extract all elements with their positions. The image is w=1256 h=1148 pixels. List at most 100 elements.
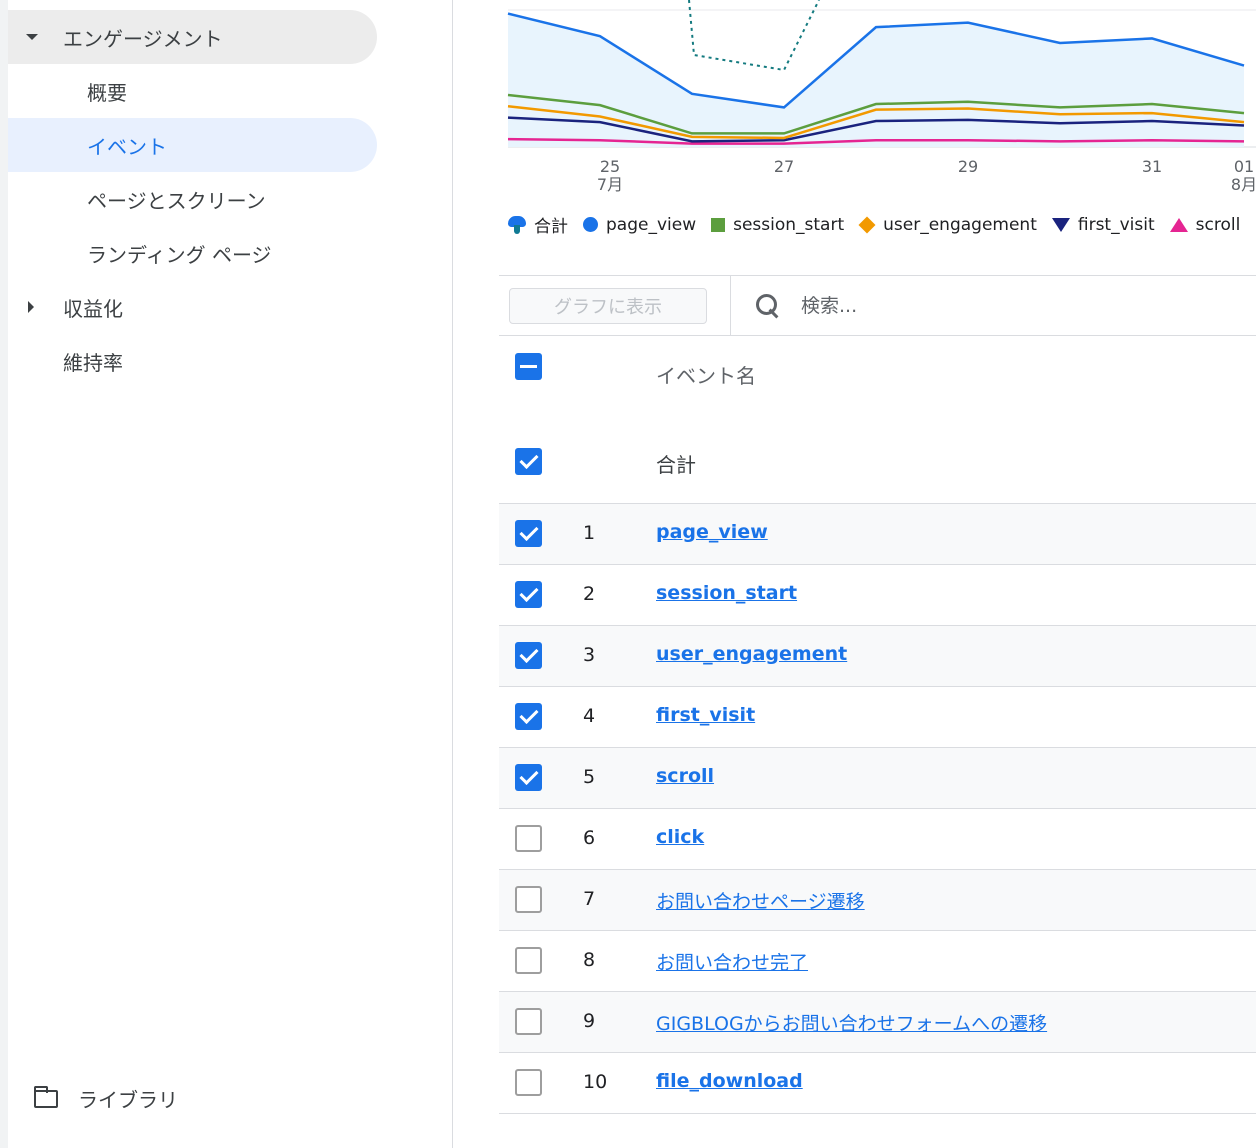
event-name-link[interactable]: scroll: [656, 765, 715, 787]
legend-marker-icon: [508, 215, 526, 234]
series-line-scroll: [507, 137, 1245, 145]
event-name-link[interactable]: GIGBLOGからお問い合わせフォームへの遷移: [656, 1013, 1048, 1035]
series-line-page-view: [507, 12, 1245, 109]
legend-triangle-up-icon: [1169, 217, 1188, 232]
folder-icon: [34, 1085, 58, 1108]
table-row: 3 user_engagement: [499, 626, 1256, 687]
legend-item-scroll[interactable]: scroll: [1169, 214, 1241, 235]
sidebar-item-label: イベント: [87, 134, 167, 159]
sidebar-group-label: 収益化: [63, 296, 123, 321]
x-tick-label: 29: [958, 157, 978, 176]
row-checkbox[interactable]: [515, 520, 542, 547]
legend-item-total[interactable]: 合計: [508, 212, 568, 237]
table-header-row: イベント名: [499, 336, 1256, 410]
row-checkbox[interactable]: [515, 947, 542, 974]
x-tick-label: 25: [600, 157, 620, 176]
caret-down-icon: [26, 34, 38, 40]
legend-item-first-visit[interactable]: first_visit: [1051, 214, 1155, 235]
row-rank: 7: [583, 888, 596, 910]
comparison-dotted-line: [688, 0, 820, 72]
row-rank: 2: [583, 583, 596, 605]
row-checkbox[interactable]: [515, 581, 542, 608]
legend-label: user_engagement: [883, 214, 1037, 235]
sidebar-rail: [0, 0, 8, 1148]
series-line-first-visit: [507, 116, 1245, 143]
table-row: 1 page_view: [499, 504, 1256, 565]
event-name-link[interactable]: first_visit: [656, 704, 756, 726]
sidebar-library[interactable]: ライブラリ: [34, 1084, 178, 1113]
table-row: 6 click: [499, 809, 1256, 870]
sidebar-item-label: 概要: [87, 80, 127, 105]
legend-label: first_visit: [1077, 214, 1155, 235]
x-tick-month-label: 7月: [597, 175, 623, 194]
row-checkbox[interactable]: [515, 1069, 542, 1096]
row-checkbox[interactable]: [515, 642, 542, 669]
main-content: 25 7月 27 29 31 01 8月 合計 page_view session_star…: [454, 0, 1256, 1148]
legend-diamond-icon: [858, 216, 876, 233]
sidebar-item-retention[interactable]: 維持率: [8, 334, 377, 388]
row-rank: 1: [583, 522, 596, 544]
toolbar-divider: [730, 276, 731, 336]
row-rank: 4: [583, 705, 596, 727]
legend-label: page_view: [606, 214, 697, 235]
event-name-link[interactable]: お問い合わせ完了: [656, 952, 809, 974]
sidebar-item-overview[interactable]: 概要: [8, 64, 377, 118]
series-group: [507, 12, 1245, 145]
search-input[interactable]: [801, 295, 1221, 317]
legend-triangle-down-icon: [1051, 217, 1070, 232]
event-name-link[interactable]: お問い合わせページ遷移: [656, 891, 865, 913]
caret-right-icon: [28, 301, 34, 313]
event-name-link[interactable]: file_download: [656, 1070, 803, 1092]
sidebar-item-landing-page[interactable]: ランディング ページ: [8, 226, 377, 280]
table-toolbar: グラフに表示: [499, 275, 1256, 336]
event-name-link[interactable]: user_engagement: [656, 643, 848, 665]
select-all-checkbox[interactable]: [515, 353, 542, 380]
table-total-row: 合計: [499, 410, 1256, 504]
legend-item-page-view[interactable]: page_view: [583, 215, 696, 235]
series-line-session-start: [507, 93, 1245, 135]
row-rank: 5: [583, 766, 596, 788]
row-checkbox[interactable]: [515, 825, 542, 852]
legend-circle-icon: [583, 217, 598, 232]
total-checkbox[interactable]: [515, 448, 542, 475]
show-in-graph-button[interactable]: グラフに表示: [509, 288, 707, 324]
row-checkbox[interactable]: [515, 703, 542, 730]
sidebar-item-pages-screens[interactable]: ページとスクリーン: [8, 172, 377, 226]
sidebar-group-engagement[interactable]: エンゲージメント: [8, 10, 377, 64]
legend-square-icon: [711, 217, 726, 232]
search-box: [755, 288, 1221, 324]
legend-label: session_start: [733, 214, 845, 235]
event-name-link[interactable]: session_start: [656, 582, 798, 604]
row-checkbox[interactable]: [515, 1008, 542, 1035]
row-checkbox[interactable]: [515, 886, 542, 913]
total-label: 合計: [656, 453, 696, 477]
sidebar-item-label: ランディング ページ: [87, 242, 272, 267]
event-name-link[interactable]: page_view: [656, 521, 768, 543]
sidebar-item-label: ページとスクリーン: [87, 188, 266, 213]
x-tick-label: 31: [1142, 157, 1162, 176]
legend-item-session-start[interactable]: session_start: [711, 215, 844, 235]
sidebar-group-monetization[interactable]: 収益化: [8, 280, 377, 334]
legend-item-user-engagement[interactable]: user_engagement: [858, 214, 1037, 235]
search-icon[interactable]: [755, 293, 781, 319]
sidebar-group-label: エンゲージメント: [63, 26, 223, 51]
event-name-link[interactable]: click: [656, 826, 705, 848]
column-header-event-name[interactable]: イベント名: [656, 364, 756, 388]
row-rank: 8: [583, 949, 596, 971]
legend-label: scroll: [1195, 214, 1241, 235]
table-row: 4 first_visit: [499, 687, 1256, 748]
table-body: 1 page_view 2 session_start 3 user_engagement…: [499, 504, 1256, 1114]
table-row: 5 scroll: [499, 748, 1256, 809]
row-rank: 10: [583, 1071, 608, 1093]
legend-label: 合計: [534, 217, 568, 237]
chart-legend: 合計 page_view session_start user_engageme…: [508, 212, 1255, 237]
row-rank: 3: [583, 644, 596, 666]
row-checkbox[interactable]: [515, 764, 542, 791]
library-label: ライブラリ: [78, 1088, 178, 1112]
row-rank: 9: [583, 1010, 596, 1032]
sidebar-item-events[interactable]: イベント: [8, 118, 377, 172]
sidebar-item-label: 維持率: [63, 350, 123, 375]
